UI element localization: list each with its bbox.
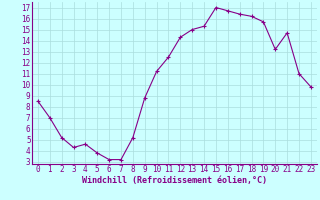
X-axis label: Windchill (Refroidissement éolien,°C): Windchill (Refroidissement éolien,°C) [82, 176, 267, 185]
